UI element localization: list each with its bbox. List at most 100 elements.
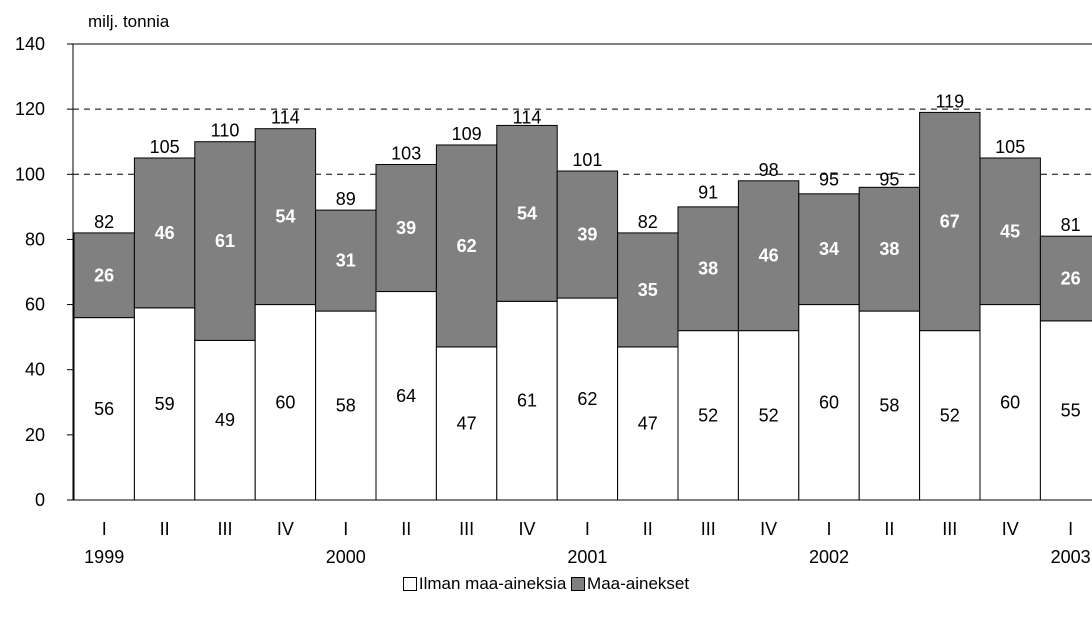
y-tick-label-100: 100 (15, 164, 45, 184)
bar-segment-ilman-13 (858, 310, 921, 501)
data-label-total-4: 89 (336, 189, 356, 209)
data-labels: 56 26 82 59 46 105 49 61 110 60 54 114 58 31 89 64 39 103… (94, 91, 1080, 433)
bar-segment-ilman-15 (979, 304, 1041, 501)
data-label-ilman-3: 60 (275, 392, 295, 412)
bar-segment-maa-11 (737, 180, 800, 332)
bar-segment-maa-6 (435, 144, 498, 348)
data-label-maa-10: 38 (698, 259, 718, 279)
year-label-2000: 2000 (326, 547, 366, 567)
bar-segment-ilman-7 (496, 300, 558, 501)
data-label-ilman-5: 64 (396, 386, 416, 406)
bar-segment-maa-12 (798, 193, 860, 306)
data-label-total-0: 82 (94, 212, 114, 232)
data-label-total-2: 110 (211, 121, 240, 141)
bar-segment-ilman-5 (375, 291, 437, 501)
data-label-maa-0: 26 (94, 265, 114, 285)
x-tick-label-16: I (1068, 519, 1073, 539)
data-label-ilman-14: 52 (940, 405, 960, 425)
data-label-ilman-4: 58 (336, 396, 356, 416)
x-tick-label-2: III (217, 519, 232, 539)
bar-segment-maa-15 (979, 157, 1041, 306)
x-tick-label-11: IV (760, 519, 777, 539)
bar-segment-ilman-16 (1039, 320, 1092, 501)
x-tick-label-12: I (826, 519, 831, 539)
bar-segment-ilman-10 (677, 330, 739, 501)
data-label-maa-6: 62 (457, 236, 477, 256)
data-label-total-13: 95 (879, 170, 899, 190)
data-label-maa-14: 67 (940, 212, 960, 232)
data-label-ilman-0: 56 (94, 399, 114, 419)
legend: Ilman maa-aineksia Maa-ainekset (0, 574, 1092, 596)
x-tick-label-8: I (585, 519, 590, 539)
x-tick-label-13: II (884, 519, 894, 539)
x-tick-label-4: I (343, 519, 348, 539)
legend-label-maa-ainekset: Maa-ainekset (587, 574, 690, 593)
x-tick-label-10: III (701, 519, 716, 539)
data-label-maa-3: 54 (275, 207, 295, 227)
year-label-2001: 2001 (567, 547, 607, 567)
year-label-2002: 2002 (809, 547, 849, 567)
data-label-ilman-10: 52 (698, 405, 718, 425)
data-label-total-5: 103 (391, 144, 421, 164)
bar-segment-maa-3 (254, 128, 317, 306)
legend-item-maa-ainekset: Maa-ainekset (571, 574, 689, 594)
data-label-maa-13: 38 (879, 239, 899, 259)
data-label-ilman-15: 60 (1000, 392, 1020, 412)
bar-segment-maa-8 (556, 170, 619, 299)
data-label-total-6: 109 (452, 124, 482, 144)
bar-segment-maa-9 (617, 232, 679, 348)
data-label-ilman-11: 52 (759, 405, 779, 425)
bar-segment-ilman-6 (435, 346, 498, 501)
bar-segment-ilman-4 (315, 310, 377, 501)
data-label-total-16: 81 (1061, 215, 1081, 235)
data-label-maa-2: 61 (215, 231, 235, 251)
x-tick-label-6: III (459, 519, 474, 539)
data-label-total-7: 114 (513, 108, 542, 128)
legend-swatch-white (402, 577, 417, 591)
data-label-ilman-6: 47 (457, 413, 477, 433)
data-label-maa-8: 39 (577, 225, 597, 245)
bar-segment-ilman-0 (73, 317, 135, 501)
data-label-ilman-7: 61 (517, 391, 537, 411)
data-label-maa-12: 34 (819, 239, 839, 259)
bar-segment-maa-1 (133, 157, 196, 309)
x-tick-label-1: II (160, 519, 170, 539)
x-tick-label-9: II (643, 519, 653, 539)
y-axis-unit-label: milj. tonnia (88, 12, 170, 31)
y-tick-label-120: 120 (15, 99, 45, 119)
y-tick-label-80: 80 (25, 229, 45, 249)
bar-segment-maa-5 (375, 164, 437, 293)
data-label-maa-4: 31 (336, 251, 356, 271)
data-label-ilman-12: 60 (819, 392, 839, 412)
x-tick-label-14: III (942, 519, 957, 539)
year-label-1999: 1999 (84, 547, 124, 567)
data-label-maa-1: 46 (155, 223, 175, 243)
y-tick-label-0: 0 (35, 490, 45, 510)
data-label-ilman-13: 58 (879, 396, 899, 416)
bar-segment-maa-4 (315, 209, 377, 312)
data-label-maa-9: 35 (638, 280, 658, 300)
x-tick-label-0: I (102, 519, 107, 539)
data-label-maa-5: 39 (396, 218, 416, 238)
y-tick-label-140: 140 (15, 34, 45, 54)
y-tick-label-40: 40 (25, 360, 45, 380)
bar-segment-ilman-8 (556, 297, 619, 501)
data-label-total-1: 105 (150, 137, 180, 157)
data-label-total-9: 82 (638, 212, 658, 232)
data-label-ilman-1: 59 (155, 394, 175, 414)
legend-item-ilman-maa-aineksia: Ilman maa-aineksia (402, 574, 567, 594)
data-label-maa-15: 45 (1000, 221, 1020, 241)
x-tick-label-3: IV (277, 519, 294, 539)
data-label-ilman-2: 49 (215, 410, 235, 430)
bars (73, 111, 1092, 501)
data-label-maa-11: 46 (759, 246, 779, 266)
legend-label-ilman-maa-aineksia: Ilman maa-aineksia (418, 574, 567, 593)
bar-segment-ilman-11 (737, 330, 800, 501)
bar-segment-maa-14 (919, 111, 981, 332)
bar-segment-maa-2 (194, 141, 256, 341)
data-label-ilman-9: 47 (638, 413, 658, 433)
y-tick-label-60: 60 (25, 295, 45, 315)
legend-swatch-gray (571, 577, 586, 591)
